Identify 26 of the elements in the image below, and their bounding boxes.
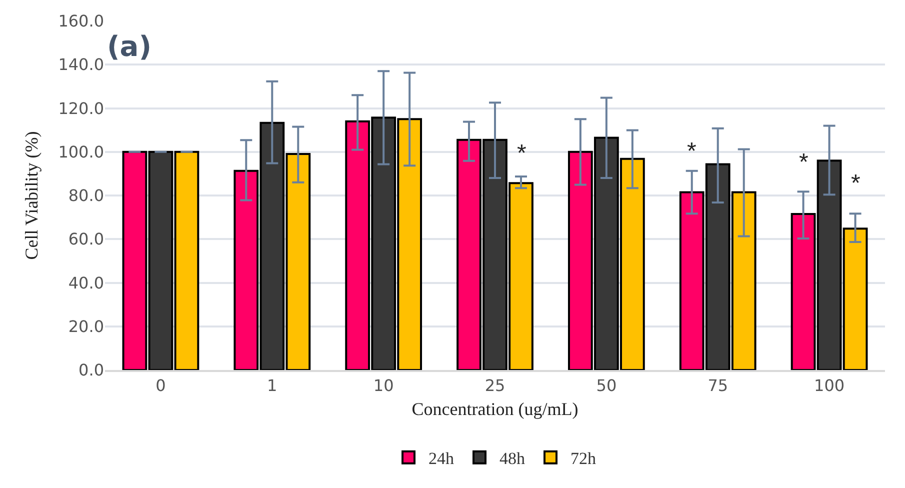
y-axis-title: Cell Viability (%) — [21, 131, 42, 260]
y-tick-label: 120.0 — [58, 98, 104, 118]
y-tick-label: 140.0 — [58, 55, 104, 74]
x-tick-label: 50 — [596, 376, 617, 396]
x-tick-label: 0 — [156, 376, 166, 396]
x-tick-label: 1 — [267, 376, 278, 396]
annotation: * — [687, 138, 696, 165]
y-tick-label: 0.0 — [78, 360, 104, 380]
x-axis-title: Concentration (ug/mL) — [412, 398, 578, 419]
x-tick-label: 100 — [814, 376, 845, 396]
y-tick-label: 40.0 — [68, 273, 104, 292]
legend-label: 48h — [500, 448, 526, 468]
x-tick-label: 25 — [484, 376, 506, 396]
y-tick-label: 100.0 — [58, 142, 104, 162]
annotation: * — [799, 149, 808, 176]
annotation: * — [851, 170, 860, 197]
y-tick-label: 160.0 — [58, 12, 104, 31]
x-tick-label: 10 — [373, 376, 394, 396]
legend-label: 24h — [428, 448, 454, 468]
annotation: * — [517, 140, 526, 167]
x-tick-label: 75 — [708, 376, 728, 396]
y-tick-label: 60.0 — [68, 230, 104, 249]
annotation: (a) — [107, 30, 152, 63]
y-tick-label: 20.0 — [68, 316, 104, 336]
y-tick-label: 80.0 — [68, 186, 104, 206]
legend-label: 72h — [570, 448, 596, 468]
